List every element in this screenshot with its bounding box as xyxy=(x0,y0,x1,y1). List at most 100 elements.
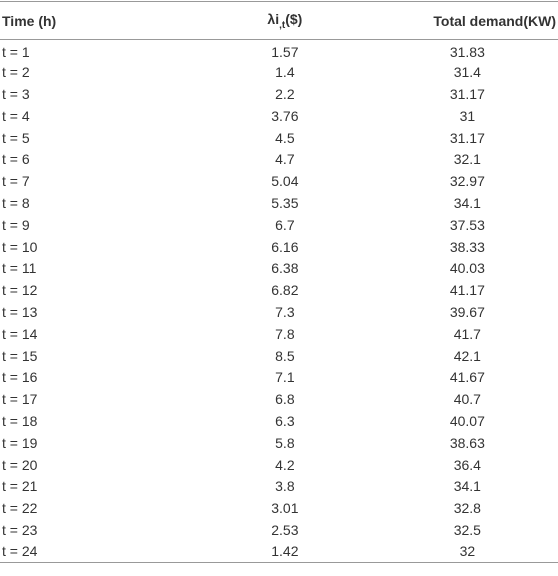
table-cell: t = 18 xyxy=(2,412,38,429)
table-cell: 32.8 xyxy=(453,500,481,517)
table-row: t = 19 5.8 38.63 xyxy=(0,432,558,454)
table-cell: t = 15 xyxy=(2,347,38,364)
table-cell: 41.67 xyxy=(449,369,485,386)
table-cell: 2.2 xyxy=(275,85,295,102)
table-cell: 6.3 xyxy=(275,412,295,429)
table-cell: t = 7 xyxy=(2,173,30,190)
header-text: λi xyxy=(267,10,280,27)
table-cell: t = 3 xyxy=(2,85,30,102)
header-cell: Time (h) xyxy=(2,12,57,29)
table-cell: t = 6 xyxy=(2,151,30,168)
table-row: t = 9 6.7 37.53 xyxy=(0,214,558,236)
table-row: t = 11 6.38 40.03 xyxy=(0,257,558,279)
table-cell: t = 21 xyxy=(2,478,38,495)
table-cell: 6.8 xyxy=(275,391,295,408)
table-row: t = 10 6.16 38.33 xyxy=(0,236,558,258)
table-cell: 3.01 xyxy=(271,500,299,517)
table-cell: 34.1 xyxy=(453,478,481,495)
table-cell: t = 2 xyxy=(2,64,30,81)
table-cell: t = 1 xyxy=(2,44,30,61)
table-row: t = 6 4.7 32.1 xyxy=(0,148,558,170)
table-cell: 38.63 xyxy=(449,434,485,451)
table-cell: 31.17 xyxy=(449,129,485,146)
table-row: t = 16 7.1 41.67 xyxy=(0,366,558,388)
table-cell: 40.07 xyxy=(449,412,485,429)
table-cell: 6.82 xyxy=(271,282,299,299)
table-row: t = 3 2.2 31.17 xyxy=(0,83,558,105)
table-cell: 4.7 xyxy=(275,151,295,168)
table-cell: 37.53 xyxy=(449,216,485,233)
table-cell: t = 11 xyxy=(2,260,37,277)
table-row: t = 12 6.82 41.17 xyxy=(0,279,558,301)
table-cell: 4.2 xyxy=(275,456,295,473)
table-cell: 31.83 xyxy=(449,44,485,61)
table-cell: t = 9 xyxy=(2,216,30,233)
table-cell: t = 23 xyxy=(2,521,38,538)
table-row: t = 20 4.2 36.4 xyxy=(0,454,558,476)
table-cell: 8.5 xyxy=(275,347,295,364)
table-cell: 40.03 xyxy=(449,260,485,277)
table-row: t = 4 3.76 31 xyxy=(0,105,558,127)
table-cell: t = 12 xyxy=(2,282,38,299)
table-row: t = 14 7.8 41.7 xyxy=(0,323,558,345)
table-cell: 32.1 xyxy=(453,151,481,168)
table-cell: 41.7 xyxy=(453,325,481,342)
table-row: t = 2 1.4 31.4 xyxy=(0,61,558,83)
table-row: t = 17 6.8 40.7 xyxy=(0,388,558,410)
table-cell: 32.5 xyxy=(453,521,481,538)
table-cell: 5.8 xyxy=(275,434,295,451)
table-cell: 40.7 xyxy=(453,391,481,408)
table-cell: 7.8 xyxy=(275,325,295,342)
table-row: t = 18 6.3 40.07 xyxy=(0,410,558,432)
table-cell: 31.4 xyxy=(453,64,481,81)
table-row: t = 15 8.5 42.1 xyxy=(0,345,558,367)
table-cell: t = 24 xyxy=(2,543,38,560)
table-cell: 6.16 xyxy=(271,238,299,255)
table-cell: 31 xyxy=(459,107,476,124)
table-cell: 42.1 xyxy=(453,347,481,364)
table-row: t = 8 5.35 34.1 xyxy=(0,192,558,214)
table-cell: t = 17 xyxy=(2,391,38,408)
table-row: t = 7 5.04 32.97 xyxy=(0,170,558,192)
table-cell: t = 4 xyxy=(2,107,30,124)
table-row: t = 22 3.01 32.8 xyxy=(0,497,558,519)
table-cell: 3.8 xyxy=(275,478,295,495)
header-row: Time (h) λi,t($) Total demand(KW) xyxy=(0,1,558,40)
table-header: Time (h) λi,t($) Total demand(KW) xyxy=(0,1,558,40)
table-cell: 39.67 xyxy=(449,303,485,320)
table-row: t = 24 1.42 32 xyxy=(0,541,558,563)
header-cell: Total demand(KW) xyxy=(433,12,556,29)
header-unit: ($) xyxy=(285,10,303,27)
table-cell: t = 19 xyxy=(2,434,38,451)
table-cell: t = 22 xyxy=(2,500,38,517)
table-cell: t = 8 xyxy=(2,194,30,211)
header-cell: λi,t($) xyxy=(193,2,377,40)
header-subscript: ,t xyxy=(279,19,286,31)
table-cell: 6.38 xyxy=(271,260,299,277)
table-cell: 36.4 xyxy=(453,456,481,473)
table-cell: 3.76 xyxy=(271,107,299,124)
table-cell: 1.4 xyxy=(275,64,295,81)
table-cell: 41.17 xyxy=(449,282,485,299)
table-row: t = 21 3.8 34.1 xyxy=(0,475,558,497)
table-row: t = 1 1.57 31.83 xyxy=(0,40,558,62)
table-cell: t = 10 xyxy=(2,238,38,255)
table-cell: 38.33 xyxy=(449,238,485,255)
table-cell: 7.1 xyxy=(275,369,295,386)
table-body: t = 1 1.57 31.83 t = 2 1.4 31.4 t = 3 2.2 31.17 t… xyxy=(0,40,558,563)
table-cell: 1.42 xyxy=(271,543,299,560)
table-cell: 7.3 xyxy=(275,303,295,320)
table-cell: t = 13 xyxy=(2,303,38,320)
table-cell: 32.97 xyxy=(449,173,485,190)
table-cell: 5.35 xyxy=(271,194,299,211)
table-cell: t = 5 xyxy=(2,129,30,146)
table-cell: 5.04 xyxy=(271,173,299,190)
table-cell: t = 14 xyxy=(2,325,38,342)
table-cell: 31.17 xyxy=(449,85,485,102)
table-cell: 4.5 xyxy=(275,129,295,146)
table-cell: t = 20 xyxy=(2,456,38,473)
table-cell: 2.53 xyxy=(271,521,299,538)
table-cell: 6.7 xyxy=(275,216,295,233)
